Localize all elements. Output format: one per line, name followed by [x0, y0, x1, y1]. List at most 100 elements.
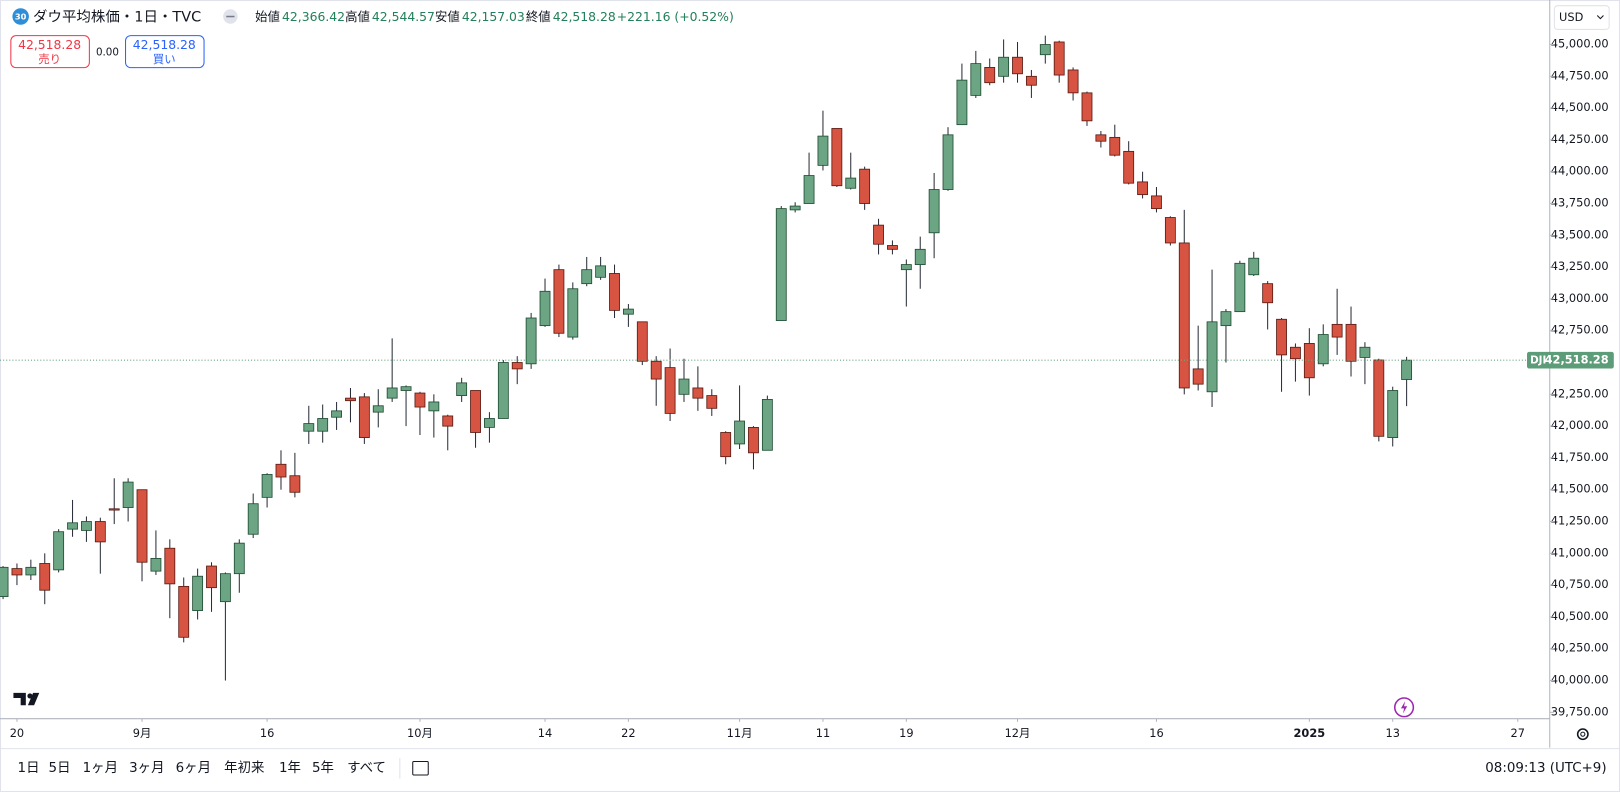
x-tick-label: 20: [10, 726, 24, 740]
y-tick-label: 43,250.00: [1551, 259, 1609, 273]
x-tick-label: 11: [816, 726, 830, 740]
date-range-button[interactable]: [412, 761, 429, 776]
settings-button[interactable]: [1576, 728, 1589, 741]
candle-body: [442, 415, 454, 427]
range-button[interactable]: 3ヶ月: [129, 761, 164, 776]
candle-body: [1081, 92, 1093, 122]
candle-body: [470, 390, 481, 433]
candle-body: [887, 245, 898, 250]
candle-body: [303, 423, 315, 432]
candle-body: [650, 360, 662, 380]
candle-body: [1137, 181, 1148, 196]
candle-body: [1178, 242, 1190, 389]
candle-body: [1025, 75, 1037, 86]
sell-price: 42,518.28: [18, 37, 81, 52]
candle-body: [845, 177, 857, 189]
candle-body: [859, 168, 871, 204]
candle-body: [164, 547, 176, 585]
candle-body: [900, 264, 912, 271]
range-button[interactable]: 1ヶ月: [83, 761, 118, 776]
legend-label: 始値: [255, 9, 280, 24]
candle-body: [817, 135, 829, 166]
y-tick-label: 44,250.00: [1551, 132, 1609, 146]
range-button[interactable]: 6ヶ月: [176, 761, 211, 776]
candle-body: [289, 475, 301, 493]
candle-body: [595, 265, 607, 278]
candle-body: [81, 521, 92, 531]
y-tick-label: 41,000.00: [1551, 545, 1609, 559]
x-tick-label: 14: [538, 726, 552, 740]
candle-body: [1373, 359, 1385, 437]
candle-body: [192, 575, 204, 611]
settings-icon: [1580, 731, 1586, 737]
candle-body: [1262, 283, 1274, 304]
candle-body: [94, 521, 106, 543]
legend-label: 高値: [345, 9, 370, 24]
candle-body: [150, 557, 162, 572]
range-button[interactable]: 1年: [279, 760, 301, 776]
legend-change: +221.16 (+0.52%): [617, 9, 734, 24]
y-tick-label: 42,000.00: [1551, 418, 1609, 432]
lightning-icon: [1400, 701, 1408, 714]
candle-body: [122, 481, 134, 508]
candle-body: [484, 418, 495, 428]
range-button[interactable]: 1日: [18, 761, 40, 776]
candle-body: [233, 542, 245, 575]
candle-body: [11, 568, 23, 576]
tv-logo[interactable]: [13, 692, 40, 706]
y-tick-label: 40,500.00: [1551, 609, 1609, 623]
candle-body: [609, 273, 620, 311]
price-tag: [1527, 351, 1614, 369]
candle-body: [206, 565, 217, 589]
candle-body: [331, 410, 342, 418]
candle-body: [178, 585, 190, 638]
candle-body: [942, 134, 954, 190]
candle-body: [386, 387, 398, 399]
candle-body: [67, 522, 78, 530]
spread: 0.00: [96, 47, 119, 59]
candle-body: [692, 387, 704, 399]
candle-body: [928, 189, 940, 234]
candle-body: [261, 474, 273, 498]
y-tick-label: 40,250.00: [1551, 641, 1609, 655]
clock: 08:09:13 (UTC+9): [1485, 761, 1606, 776]
candle-body: [539, 290, 551, 327]
candle-body: [1345, 323, 1357, 362]
candle-body: [831, 128, 843, 187]
legend-value: 42,544.57: [372, 9, 435, 24]
candle-body: [1095, 134, 1107, 142]
candle-body: [720, 432, 732, 458]
candle-body: [1012, 56, 1023, 75]
candle-body: [1331, 323, 1343, 338]
candle-body: [873, 224, 884, 245]
candle-body: [970, 63, 982, 96]
currency-button[interactable]: [1553, 5, 1610, 30]
candle-body: [414, 392, 426, 408]
y-tick-label: 43,500.00: [1551, 227, 1609, 241]
candle-body: [1053, 41, 1065, 76]
symbol-title[interactable]: ダウ平均株価・1日・TVC: [33, 9, 201, 26]
candle-body: [39, 563, 51, 591]
range-button[interactable]: 5年: [312, 760, 334, 776]
sell-button[interactable]: [10, 35, 90, 69]
y-tick-label: 44,500.00: [1551, 100, 1609, 114]
legend-value: 42,366.42: [282, 9, 345, 24]
x-tick-label: 13: [1385, 726, 1399, 740]
candle-body: [497, 362, 509, 419]
candle-body: [1290, 346, 1301, 360]
x-tick-label: 10月: [407, 726, 433, 740]
candle-body: [678, 378, 690, 395]
candle-body: [706, 395, 718, 409]
buy-label: 買い: [153, 52, 176, 66]
buy-button[interactable]: [125, 35, 205, 69]
candle-body: [1387, 390, 1399, 438]
range-button[interactable]: すべて: [347, 760, 386, 776]
candle-body: [789, 205, 801, 211]
x-tick-label: 16: [260, 726, 274, 740]
y-tick-label: 43,750.00: [1551, 196, 1609, 210]
range-button[interactable]: 5日: [49, 761, 71, 776]
candle-body: [25, 566, 37, 576]
range-button[interactable]: 年初来: [224, 760, 264, 776]
candle-body: [400, 386, 412, 391]
